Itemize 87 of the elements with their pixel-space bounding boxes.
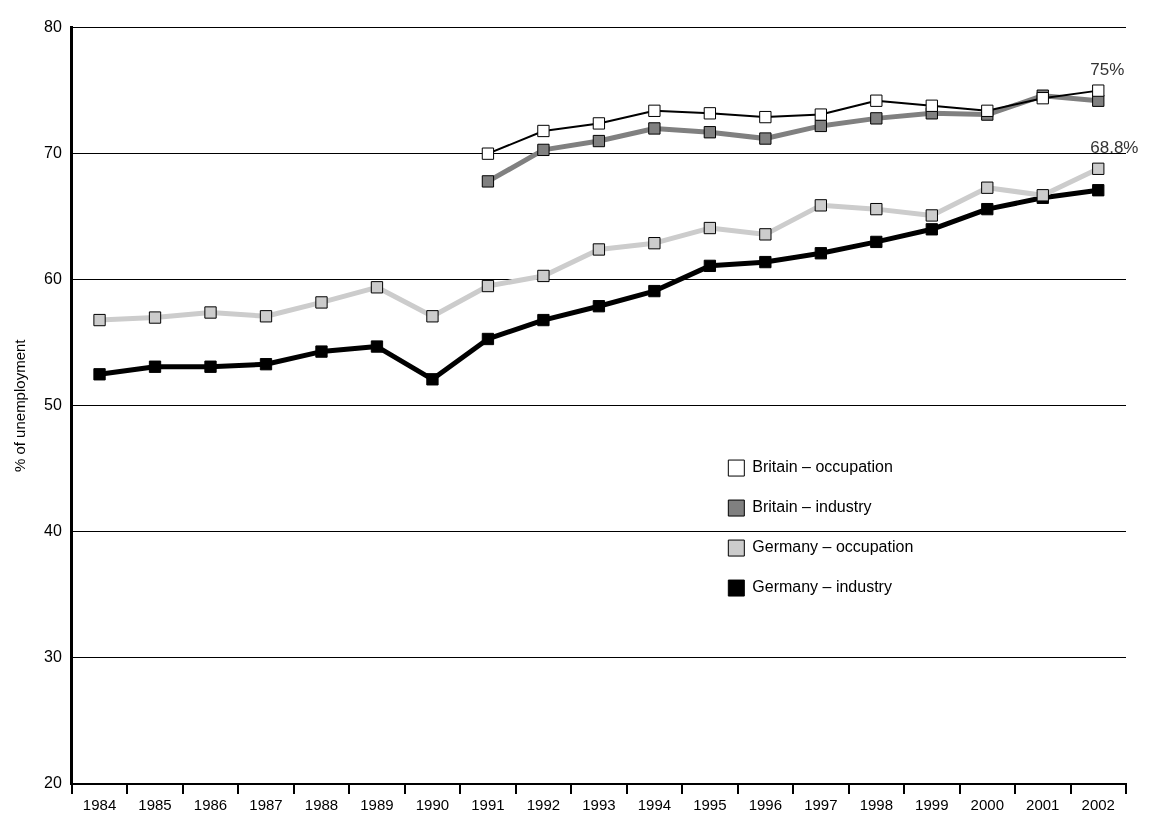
x-tick-label: 1997 (804, 796, 838, 814)
point (925, 223, 938, 236)
point (703, 107, 717, 120)
point (870, 202, 883, 216)
point (537, 313, 550, 327)
legend-label: Germany – industry (752, 578, 892, 596)
point (648, 122, 661, 135)
point (981, 104, 994, 117)
point (870, 94, 883, 107)
legend-label: Germany – occupation (752, 538, 914, 556)
y-tick-label: 80 (44, 18, 62, 36)
point (93, 313, 106, 327)
legend-label: Britain – occupation (752, 458, 893, 476)
point (925, 99, 938, 112)
point (537, 143, 550, 157)
point (703, 259, 717, 273)
point (370, 281, 384, 294)
point (315, 345, 328, 358)
point (759, 132, 772, 145)
x-tick-label: 1994 (637, 796, 672, 814)
x-tick-label: 1987 (249, 796, 283, 814)
point (648, 104, 661, 117)
point (870, 112, 883, 125)
point (759, 228, 772, 241)
x-tick-label: 1993 (582, 796, 616, 814)
point (870, 235, 883, 249)
x-tick-label: 1996 (748, 796, 783, 814)
y-tick-label: 60 (44, 270, 62, 288)
x-tick-label: 1989 (360, 796, 394, 814)
point (315, 296, 328, 309)
x-tick-label: 2001 (1026, 796, 1060, 814)
x-tick-label: 1999 (915, 796, 949, 814)
annotation: 75% (1090, 59, 1125, 79)
y-tick-label: 50 (44, 396, 62, 414)
x-tick-label: 1984 (82, 796, 117, 814)
x-tick-label: 1988 (304, 796, 339, 814)
point (204, 360, 217, 373)
point (259, 310, 273, 323)
y-axis-title: % of unemployment (11, 338, 29, 473)
point (592, 134, 606, 148)
point (703, 126, 717, 139)
point (426, 310, 439, 323)
y-tick-label: 70 (44, 144, 62, 162)
point (1092, 162, 1105, 175)
point (814, 108, 827, 121)
point (592, 300, 606, 313)
point (648, 237, 661, 250)
point (814, 199, 827, 212)
y-tick-label: 40 (44, 522, 62, 540)
point (148, 360, 162, 373)
point (148, 311, 162, 324)
point (537, 124, 550, 138)
point (93, 368, 106, 381)
point (814, 247, 827, 260)
point (648, 284, 661, 298)
point (481, 332, 495, 346)
point (759, 110, 772, 124)
point (370, 340, 384, 353)
point (426, 373, 439, 386)
x-tick-label: 2002 (1081, 796, 1115, 814)
point (703, 221, 717, 235)
x-tick-label: 2000 (970, 796, 1004, 814)
x-tick-label: 1990 (415, 796, 450, 814)
point (204, 306, 217, 319)
point (759, 255, 772, 269)
x-tick-label: 1985 (138, 796, 172, 814)
x-tick-label: 1995 (693, 796, 727, 814)
legend-label: Britain – industry (752, 498, 872, 516)
point (481, 147, 495, 160)
y-tick-label: 20 (44, 774, 62, 792)
x-tick-label: 1991 (471, 796, 505, 814)
x-tick-label: 1986 (193, 796, 228, 814)
point (925, 209, 938, 222)
point (981, 202, 994, 216)
point (259, 358, 273, 371)
point (1092, 184, 1105, 197)
point (981, 181, 994, 194)
point (592, 117, 606, 130)
point (537, 269, 550, 283)
x-tick-label: 1998 (859, 796, 894, 814)
point (1092, 84, 1105, 97)
annotation: 68.8% (1090, 137, 1139, 157)
point (481, 175, 495, 188)
x-tick-label: 1992 (526, 796, 561, 814)
point (481, 279, 495, 293)
y-tick-label: 30 (44, 648, 62, 666)
point (592, 243, 606, 256)
